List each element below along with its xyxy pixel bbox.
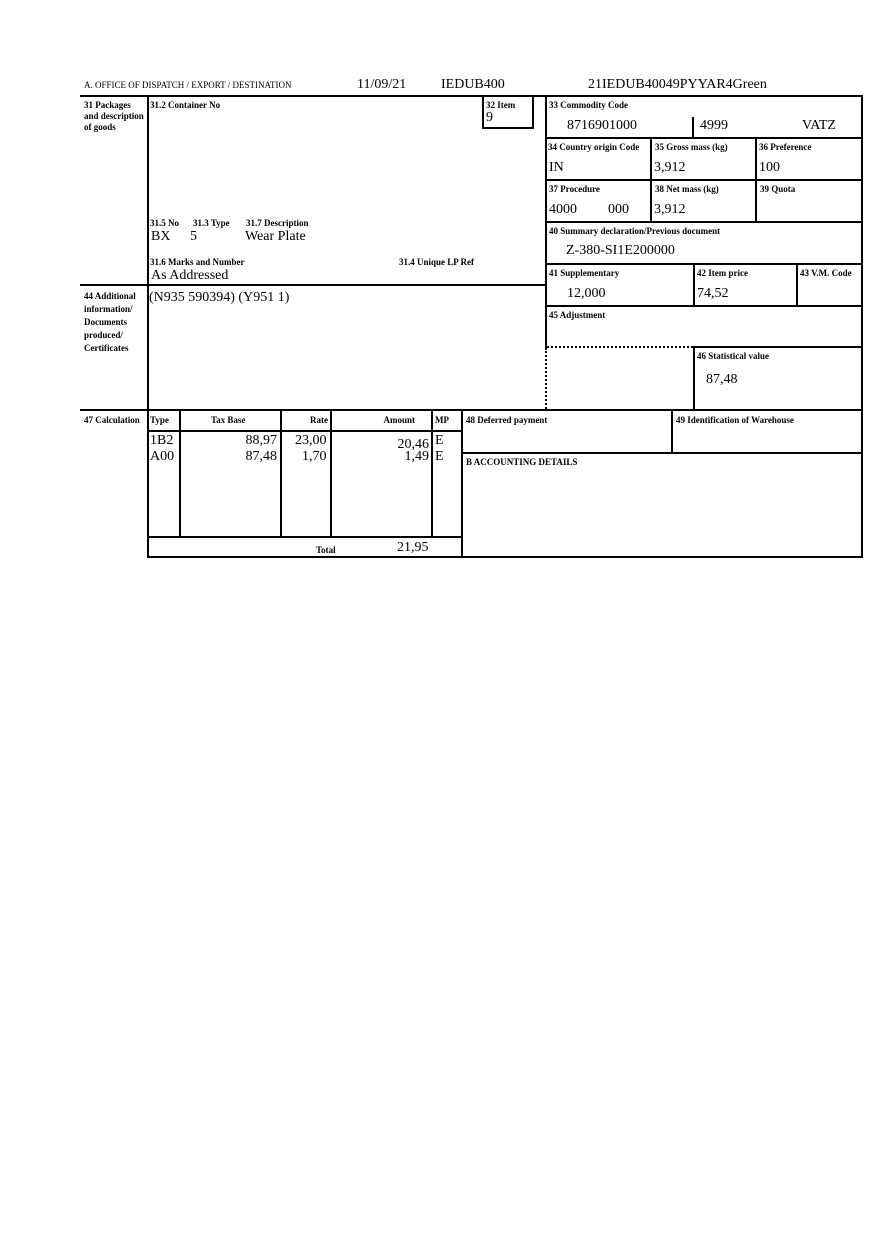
divider bbox=[693, 263, 695, 306]
vm-code-label: 43 V.M. Code bbox=[800, 268, 852, 278]
divider bbox=[280, 409, 282, 537]
previous-document-value: Z-380-SI1E200000 bbox=[566, 243, 675, 258]
divider bbox=[693, 346, 862, 348]
dotted-divider bbox=[547, 346, 693, 348]
adjustment-label: 45 Adjustment bbox=[549, 310, 606, 320]
divider bbox=[671, 409, 673, 453]
row-type: A00 bbox=[150, 449, 175, 464]
commodity-code: 8716901000 bbox=[567, 118, 637, 133]
preference-label: 36 Preference bbox=[759, 142, 812, 152]
divider bbox=[545, 179, 862, 181]
row-mp: E bbox=[435, 449, 444, 464]
calculation-label: 47 Calculation bbox=[84, 415, 140, 425]
total-label: Total bbox=[316, 545, 336, 555]
divider bbox=[461, 452, 862, 454]
type-label: 31.3 Type bbox=[193, 218, 230, 228]
divider bbox=[461, 409, 463, 557]
warehouse-label: 49 Identification of Warehouse bbox=[676, 415, 794, 425]
gross-mass-label: 35 Gross mass (kg) bbox=[655, 142, 728, 152]
box31-label: 31 Packages and description of goods bbox=[84, 100, 144, 132]
divider bbox=[693, 346, 695, 410]
header-reference: 21IEDUB40049PYYAR4Green bbox=[588, 77, 767, 92]
procedure-previous: 000 bbox=[608, 202, 629, 217]
divider bbox=[80, 409, 863, 411]
container-label: 31.2 Container No bbox=[150, 100, 221, 110]
description-label: 31.7 Description bbox=[246, 218, 309, 228]
marks-label: 31.6 Marks and Number bbox=[150, 257, 245, 267]
net-mass-value: 3,912 bbox=[654, 202, 686, 217]
deferred-payment-label: 48 Deferred payment bbox=[466, 415, 548, 425]
dotted-divider bbox=[545, 348, 547, 409]
row-mp: E bbox=[435, 433, 444, 448]
divider bbox=[545, 305, 862, 307]
office-code: IEDUB400 bbox=[441, 77, 505, 92]
divider bbox=[147, 536, 462, 538]
origin-value: IN bbox=[549, 160, 564, 175]
divider bbox=[179, 409, 181, 537]
total-value: 21,95 bbox=[397, 540, 429, 555]
additional-info-label: 44 Additional information/ Documents pro… bbox=[84, 291, 136, 353]
divider bbox=[482, 95, 484, 129]
divider bbox=[861, 95, 863, 558]
gross-mass-value: 3,912 bbox=[654, 160, 686, 175]
divider bbox=[692, 117, 694, 138]
commodity-additional: 4999 bbox=[700, 118, 728, 133]
divider bbox=[482, 127, 534, 129]
item-value: 9 bbox=[486, 110, 493, 125]
divider bbox=[431, 409, 433, 537]
col-type: Type bbox=[150, 415, 169, 425]
divider bbox=[545, 263, 862, 265]
row-tax-base: 88,97 bbox=[245, 433, 278, 448]
preference-value: 100 bbox=[759, 160, 780, 175]
divider bbox=[147, 556, 863, 558]
marks-value: As Addressed bbox=[151, 268, 229, 283]
quota-label: 39 Quota bbox=[760, 184, 796, 194]
row-rate: 1,70 bbox=[302, 449, 327, 464]
office-label: A. OFFICE OF DISPATCH / EXPORT / DESTINA… bbox=[84, 80, 292, 90]
commodity-label: 33 Commodity Code bbox=[549, 100, 628, 110]
unique-ref-label: 31.4 Unique LP Ref bbox=[399, 257, 475, 267]
package-no: BX bbox=[151, 229, 171, 244]
statistical-value: 87,48 bbox=[706, 372, 738, 387]
divider bbox=[80, 284, 547, 286]
row-rate: 23,00 bbox=[295, 433, 327, 448]
package-type: 5 bbox=[190, 229, 197, 244]
row-amount: 1,49 bbox=[404, 449, 430, 464]
item-label: 32 Item bbox=[486, 100, 516, 110]
no-label: 31.5 No bbox=[150, 218, 179, 228]
row-tax-base: 87,48 bbox=[245, 449, 278, 464]
col-tax-base: Tax Base bbox=[211, 415, 246, 425]
commodity-national: VATZ bbox=[802, 118, 836, 133]
net-mass-label: 38 Net mass (kg) bbox=[655, 184, 719, 194]
additional-info-value: (N935 590394) (Y951 1) bbox=[149, 290, 290, 305]
col-amount: Amount bbox=[383, 415, 415, 425]
divider bbox=[545, 221, 862, 223]
row-type: 1B2 bbox=[150, 433, 174, 448]
divider bbox=[330, 409, 332, 537]
supplementary-value: 12,000 bbox=[567, 286, 606, 301]
previous-document-label: 40 Summary declaration/Previous document bbox=[549, 226, 721, 236]
supplementary-label: 41 Supplementary bbox=[549, 268, 620, 278]
divider bbox=[650, 137, 652, 222]
item-price-value: 74,52 bbox=[697, 286, 729, 301]
divider bbox=[532, 95, 534, 129]
statistical-value-label: 46 Statistical value bbox=[697, 351, 769, 361]
divider bbox=[755, 137, 757, 222]
divider bbox=[545, 137, 862, 139]
package-description: Wear Plate bbox=[245, 229, 306, 244]
header-date: 11/09/21 bbox=[357, 77, 407, 92]
procedure-label: 37 Procedure bbox=[549, 184, 600, 194]
origin-label: 34 Country origin Code bbox=[548, 142, 640, 152]
divider bbox=[80, 95, 862, 97]
col-mp: MP bbox=[435, 415, 449, 425]
divider bbox=[796, 263, 798, 306]
divider bbox=[147, 95, 149, 558]
col-rate: Rate bbox=[310, 415, 328, 425]
procedure-value: 4000 bbox=[549, 202, 577, 217]
divider bbox=[147, 430, 462, 432]
row-amount: 20,46 bbox=[397, 437, 430, 452]
item-price-label: 42 Item price bbox=[697, 268, 748, 278]
accounting-details-label: B ACCOUNTING DETAILS bbox=[466, 457, 578, 467]
